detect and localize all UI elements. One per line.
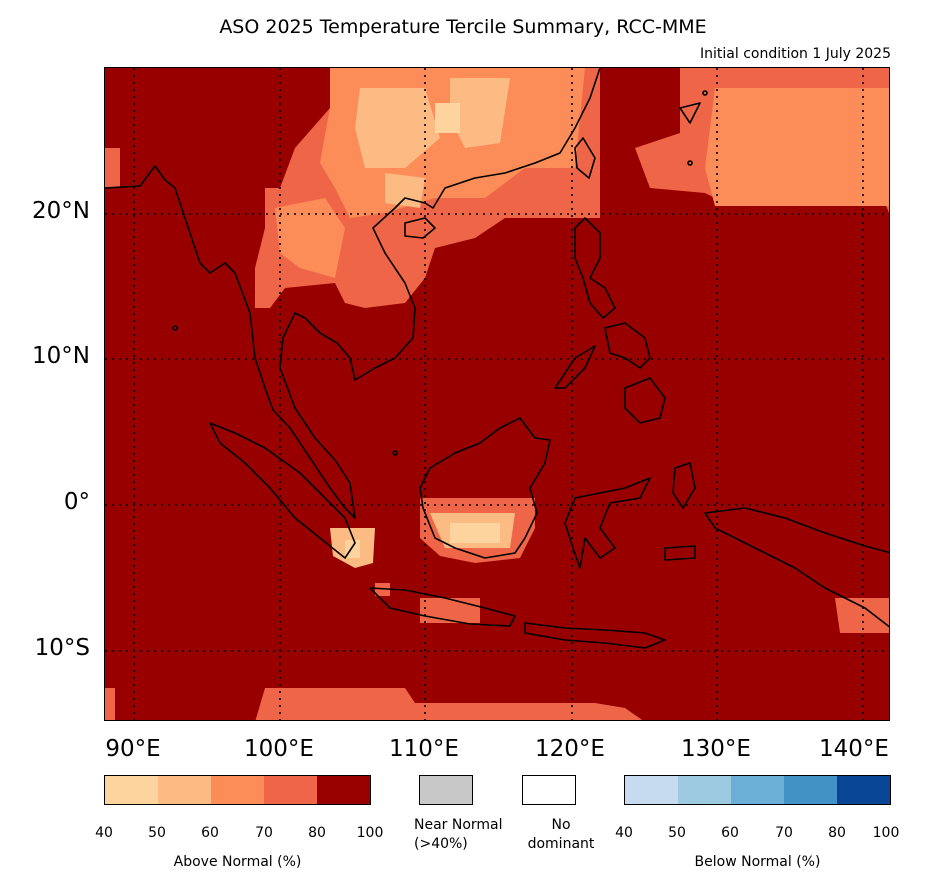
no-dominant-swatch (522, 775, 576, 805)
below-tick: 40 (615, 825, 633, 841)
below-tick: 50 (668, 825, 686, 841)
patch-40-50-china (435, 103, 460, 133)
above-tick: 80 (308, 825, 326, 841)
above-tick: 50 (148, 825, 166, 841)
lat-label-10s: 10°S (34, 635, 90, 661)
lat-label-20n: 20°N (32, 198, 90, 224)
below-tick: 80 (828, 825, 846, 841)
above-swatch-40-50 (105, 776, 158, 804)
lon-label-130e: 130°E (681, 736, 751, 762)
near-normal-fill (420, 776, 472, 804)
above-tick: 100 (356, 825, 384, 841)
probability-patches (105, 68, 889, 720)
no-dominant-label: No dominant (510, 816, 612, 854)
no-dominant-fill (523, 776, 575, 804)
patch-70-80-northwest (105, 148, 120, 188)
patch-70-80-southern-belt (255, 688, 643, 720)
coastlines (105, 68, 889, 649)
no-dominant-label-line1: No (551, 817, 571, 833)
above-swatch-60-70 (211, 776, 264, 804)
lat-label-10n: 10°N (32, 343, 90, 369)
above-normal-label: Above Normal (%) (173, 854, 302, 870)
patch-70-80-sw (105, 688, 115, 720)
graticule (105, 68, 889, 720)
near-normal-label-line1: Near Normal (414, 817, 503, 833)
no-dominant-label-line2: dominant (527, 836, 595, 852)
patch-50-60-vietnam (385, 173, 425, 208)
lon-label-100e: 100°E (244, 736, 314, 762)
near-normal-label-line2: (>40%) (414, 836, 468, 852)
patch-50-60-china (355, 88, 440, 168)
below-swatch-80-100 (837, 776, 890, 804)
below-swatch-70-80 (784, 776, 837, 804)
patch-60-70-pacific (705, 88, 889, 206)
chart-title: ASO 2025 Temperature Tercile Summary, RC… (219, 16, 707, 38)
lon-label-90e: 90°E (105, 736, 161, 762)
above-normal-colorbar (104, 775, 371, 805)
below-swatch-50-60 (678, 776, 731, 804)
below-tick: 60 (721, 825, 739, 841)
above-swatch-70-80 (264, 776, 317, 804)
above-tick: 60 (201, 825, 219, 841)
near-normal-swatch (419, 775, 473, 805)
lat-label-0: 0° (63, 489, 90, 515)
initial-condition-subtitle: Initial condition 1 July 2025 (700, 46, 891, 62)
above-swatch-80-100 (317, 776, 370, 804)
lon-label-110e: 110°E (389, 736, 459, 762)
below-normal-label: Below Normal (%) (694, 854, 821, 870)
patch-40-50-borneo (450, 523, 500, 543)
patch-70-80-png (835, 598, 889, 633)
above-tick: 40 (95, 825, 113, 841)
above-tick: 70 (255, 825, 273, 841)
tercile-map-svg (105, 68, 889, 720)
patch-70-80-java (420, 598, 480, 623)
lon-label-120e: 120°E (535, 736, 605, 762)
patch-60-70-thailand (275, 198, 345, 278)
near-normal-label: Near Normal (>40%) (414, 816, 529, 854)
map-panel (104, 67, 890, 721)
below-normal-colorbar (624, 775, 891, 805)
above-swatch-50-60 (158, 776, 211, 804)
below-swatch-60-70 (731, 776, 784, 804)
below-swatch-40-50 (625, 776, 678, 804)
lon-label-140e: 140°E (819, 736, 889, 762)
below-tick: 100 (872, 825, 900, 841)
patch-50-60-china2 (450, 78, 510, 148)
below-tick: 70 (775, 825, 793, 841)
